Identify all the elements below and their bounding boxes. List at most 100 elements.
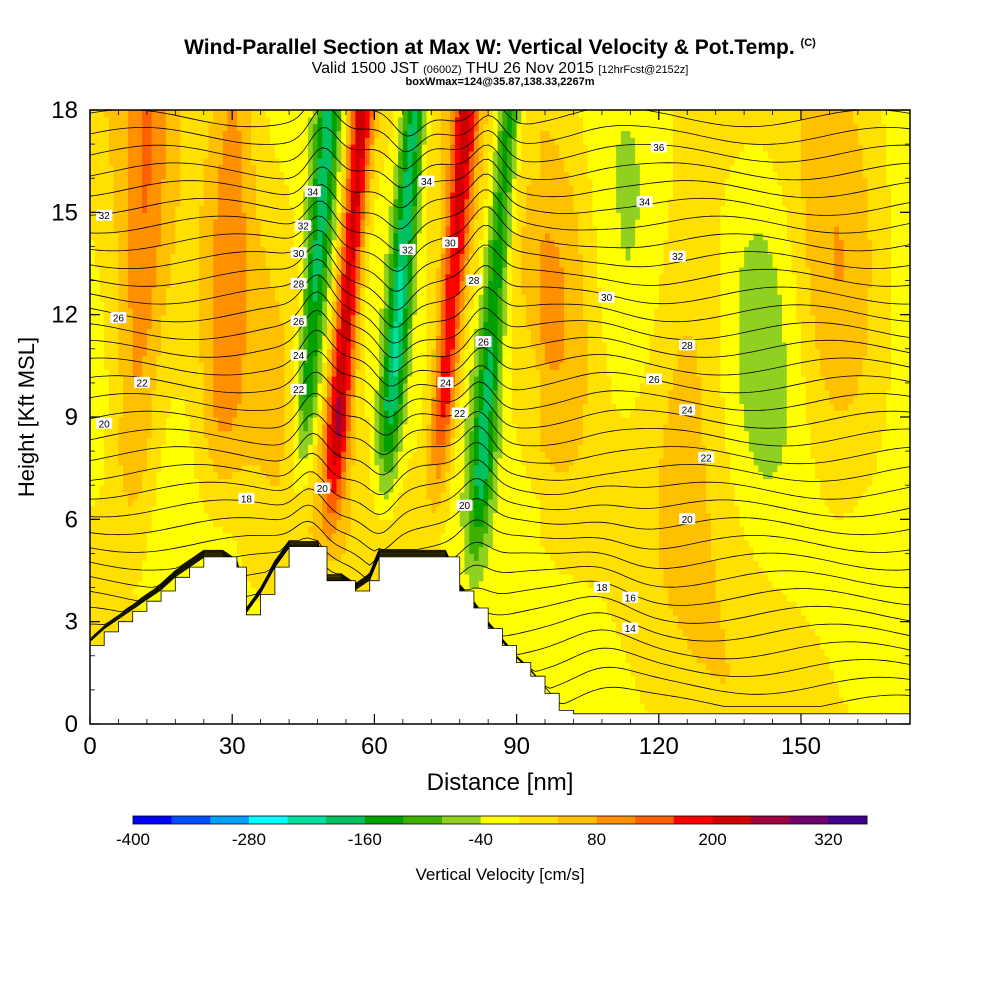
velocity-cell (905, 608, 910, 616)
velocity-cell (535, 587, 541, 595)
velocity-cell (526, 628, 532, 636)
velocity-cell (853, 696, 859, 705)
velocity-cell (492, 560, 499, 568)
velocity-cell (265, 539, 271, 548)
velocity-cell (123, 567, 129, 575)
velocity-cell (819, 621, 826, 630)
velocity-cell (886, 689, 892, 698)
velocity-cell (687, 676, 693, 684)
velocity-cell (507, 580, 513, 589)
velocity-cell (251, 567, 257, 575)
velocity-cell (540, 669, 546, 677)
velocity-cell (824, 532, 831, 541)
velocity-cell (497, 594, 503, 602)
velocity-cell (758, 532, 764, 541)
velocity-cell (587, 601, 594, 609)
velocity-cell (549, 546, 556, 555)
velocity-cell (563, 601, 570, 609)
velocity-cell (748, 648, 755, 657)
velocity-cell (691, 669, 698, 677)
velocity-cell (862, 532, 868, 541)
velocity-cell (336, 539, 342, 548)
velocity-cell (132, 580, 138, 589)
velocity-cell (800, 655, 807, 664)
velocity-cell (639, 683, 646, 691)
velocity-cell (748, 703, 755, 711)
velocity-cell (829, 642, 835, 650)
velocity-cell (554, 628, 560, 636)
velocity-cell (540, 648, 546, 657)
velocity-cell (763, 683, 769, 691)
velocity-cell (872, 553, 878, 561)
velocity-cell (616, 662, 622, 671)
velocity-cell (270, 580, 276, 589)
velocity-cell (137, 587, 143, 595)
velocity-cell (701, 567, 707, 575)
velocity-cell (663, 546, 669, 555)
velocity-cell (563, 608, 570, 616)
velocity-cell (753, 560, 759, 568)
velocity-cell (810, 594, 816, 602)
velocity-cell (464, 532, 470, 541)
velocity-cell (175, 532, 181, 541)
velocity-cell (834, 703, 840, 711)
velocity-cell (563, 614, 570, 623)
velocity-cell (772, 587, 778, 595)
velocity-cell (706, 628, 712, 636)
velocity-cell (682, 614, 688, 623)
velocity-cell (606, 601, 612, 609)
velocity-cell (853, 635, 859, 643)
velocity-cell (251, 573, 257, 582)
velocity-cell (739, 635, 745, 643)
velocity-cell (744, 573, 750, 582)
velocity-cell (753, 662, 759, 671)
velocity-cell (905, 676, 910, 684)
velocity-cell (663, 676, 669, 684)
velocity-cell (582, 567, 589, 575)
velocity-cell (502, 635, 508, 643)
velocity-cell (687, 621, 693, 630)
velocity-cell (563, 635, 570, 643)
velocity-cell (459, 526, 466, 534)
velocity-cell (165, 553, 172, 561)
velocity-cell (691, 573, 698, 582)
velocity-cell (900, 567, 906, 575)
velocity-cell (796, 614, 802, 623)
velocity-cell (345, 560, 352, 568)
velocity-cell (606, 614, 612, 623)
velocity-cell (862, 546, 868, 555)
velocity-cell (872, 573, 878, 582)
velocity-cell (127, 601, 134, 609)
velocity-cell (644, 642, 650, 650)
velocity-cell (90, 532, 96, 541)
velocity-cell (834, 642, 840, 650)
velocity-cell (834, 567, 840, 575)
velocity-cell (616, 573, 622, 582)
velocity-cell (99, 526, 105, 534)
velocity-cell (649, 683, 655, 691)
velocity-cell (687, 553, 693, 561)
velocity-cell (630, 703, 636, 711)
velocity-cell (549, 573, 556, 582)
velocity-cell (682, 601, 688, 609)
velocity-cell (677, 553, 684, 561)
velocity-cell (208, 539, 214, 548)
velocity-cell (578, 526, 584, 534)
velocity-cell (445, 546, 451, 555)
velocity-cell (810, 689, 816, 698)
velocity-cell (682, 628, 688, 636)
velocity-cell (677, 696, 684, 705)
velocity-cell (530, 587, 537, 595)
velocity-cell (303, 532, 309, 541)
velocity-cell (511, 608, 518, 616)
velocity-cell (800, 642, 807, 650)
velocity-cell (345, 553, 352, 561)
velocity-cell (563, 532, 570, 541)
velocity-cell (497, 560, 503, 568)
velocity-cell (146, 532, 153, 541)
velocity-cell (834, 662, 840, 671)
velocity-cell (236, 526, 243, 534)
velocity-cell (630, 648, 636, 657)
velocity-cell (601, 669, 608, 677)
velocity-cell (649, 539, 655, 548)
